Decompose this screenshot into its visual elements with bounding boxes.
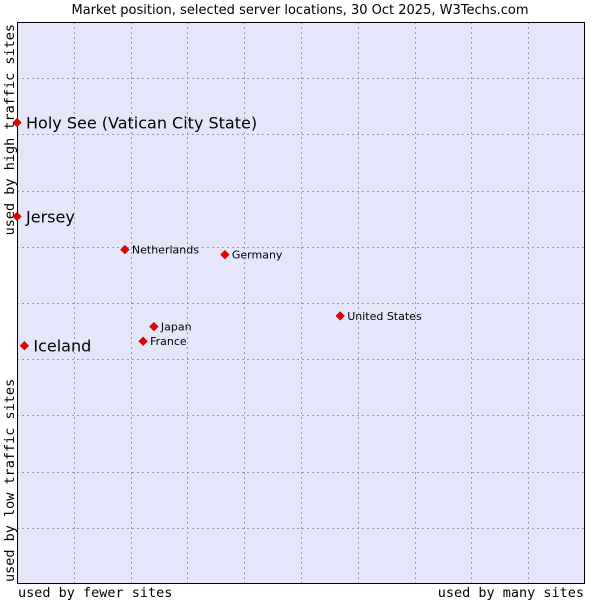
data-point-france: France [138,335,187,348]
grid-lines [17,22,585,584]
point-label: Holy See (Vatican City State) [26,114,257,133]
data-point-iceland: Iceland [19,337,91,356]
point-label: Jersey [25,207,75,226]
point-label: Japan [160,321,192,334]
point-marker [138,336,148,346]
point-label: Germany [232,249,283,262]
data-point-netherlands: Netherlands [120,244,199,257]
point-label: Iceland [33,337,91,356]
point-label: United States [347,310,422,323]
point-marker [220,250,230,260]
chart-title: Market position, selected server locatio… [71,3,528,18]
y-axis-label-bottom: used by low traffic sites [2,379,18,582]
point-marker [19,341,30,351]
x-axis-label-right: used by many sites [438,585,584,600]
y-axis-label-top: used by high traffic sites [2,24,18,235]
data-point-japan: Japan [149,321,192,334]
point-marker [12,211,22,222]
point-label: Netherlands [132,244,199,257]
data-point-holy-see-vatican-city-state: Holy See (Vatican City State) [12,114,257,133]
data-points: Holy See (Vatican City State) Jersey Icela… [12,114,422,356]
data-point-united-states: United States [335,310,422,323]
point-marker [12,117,22,128]
point-label: France [150,335,187,348]
x-axis-label-left: used by fewer sites [18,585,172,600]
plot-border [17,22,585,584]
data-point-germany: Germany [220,249,283,262]
point-marker [335,311,345,321]
point-marker [120,244,130,255]
data-point-jersey: Jersey [12,207,75,226]
point-marker [149,321,159,332]
